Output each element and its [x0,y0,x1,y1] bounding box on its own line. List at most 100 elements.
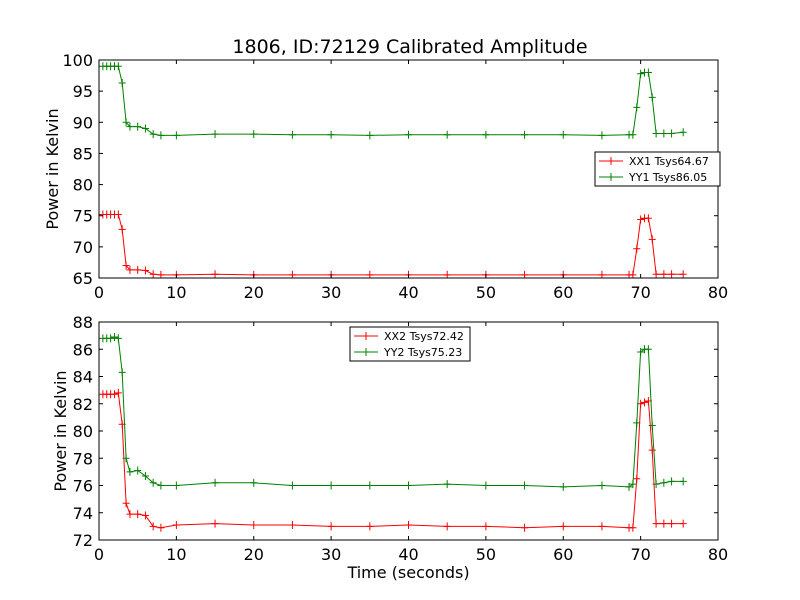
x-tick-label: 10 [166,283,186,302]
data-point [250,521,258,530]
legend-box [349,326,471,362]
data-point [559,482,567,491]
data-point [141,266,149,275]
legend: XX2 Tsys72.42 YY2 Tsys75.23 [349,326,471,362]
y-tick-label: 88 [73,313,93,332]
y-axis-label: Power in Kelvin [51,370,70,491]
data-point [644,214,652,223]
data-point [149,522,157,531]
x-tick-label: 20 [244,545,264,564]
data-point [644,345,652,354]
data-point [668,519,676,528]
y-tick-label: 90 [73,113,93,132]
data-point [598,131,606,140]
series-group [99,332,687,532]
bottom-panel: 0 10 20 30 40 50 60 70 80 72 74 76 78 80 82 84 86 88 Power… [51,313,728,582]
data-point [110,332,118,341]
data-point [157,131,165,140]
data-point [134,265,142,274]
y-tick-label: 80 [73,422,93,441]
x-tick-label: 30 [321,283,341,302]
data-point [648,446,656,455]
x-tick-label: 10 [166,545,186,564]
data-point [660,270,668,278]
data-point [660,129,668,138]
y-tick-label: 74 [73,504,93,523]
data-point [652,129,660,138]
data-point [366,522,374,531]
data-point [211,270,219,278]
data-point [648,93,656,102]
data-point [122,261,130,270]
data-point [633,244,641,253]
legend-label: YY2 Tsys75.23 [383,346,462,359]
data-point [172,481,180,490]
data-point [118,225,126,234]
y-tick-label: 100 [62,51,93,70]
legend-marker [362,348,370,356]
y-axis-label: Power in Kelvin [43,108,62,229]
data-point [366,131,374,140]
x-tick-label: 40 [398,545,418,564]
data-point [640,398,648,407]
data-point [652,480,660,489]
y-tick-label: 75 [73,207,93,226]
x-tick-label: 50 [476,545,496,564]
data-point [668,270,676,278]
data-point [250,130,258,139]
data-point [598,481,606,490]
legend-box [594,151,721,187]
x-tick-label: 20 [244,283,264,302]
data-point [679,128,687,137]
data-point [126,467,134,476]
x-tick-label: 80 [708,545,728,564]
chart-title: 1806, ID:72129 Calibrated Amplitude [232,36,587,58]
data-point [141,511,149,520]
data-point [598,522,606,531]
y-tick-label: 84 [73,368,93,387]
data-point [211,478,219,487]
data-point [679,270,687,278]
data-point [633,103,641,112]
data-point [637,69,645,78]
x-tick-label: 60 [553,283,573,302]
y-tick-label: 72 [73,531,93,550]
legend-label: XX1 Tsys64.67 [629,155,709,168]
data-point [629,130,637,139]
x-tick-label: 40 [398,283,418,302]
x-tick-label: 80 [708,283,728,302]
x-tick-label: 30 [321,545,341,564]
data-point [633,418,641,427]
data-point [141,124,149,133]
y-tick-label: 70 [73,238,93,257]
series-group [99,62,687,278]
data-point [633,474,641,483]
data-point [648,235,656,244]
data-point [482,522,490,531]
y-tick-label: 78 [73,449,93,468]
data-point [288,130,296,139]
data-point [122,499,130,508]
data-point [327,130,335,139]
data-point [327,481,335,490]
data-point [405,130,412,139]
data-point [366,481,374,490]
data-point [443,130,451,139]
data-point [118,79,126,88]
data-point [625,482,633,491]
x-tick-label: 0 [94,283,104,302]
data-point [637,215,645,224]
legend-label: YY1 Tsys86.05 [628,171,707,184]
data-point [405,521,412,530]
data-point [679,477,687,486]
data-point [668,477,676,486]
y-tick-label: 65 [73,269,93,288]
data-point [126,122,134,131]
data-point [521,130,529,139]
data-point [110,390,118,399]
data-point [114,334,122,343]
legend-marker [607,157,615,165]
data-point [559,130,567,139]
